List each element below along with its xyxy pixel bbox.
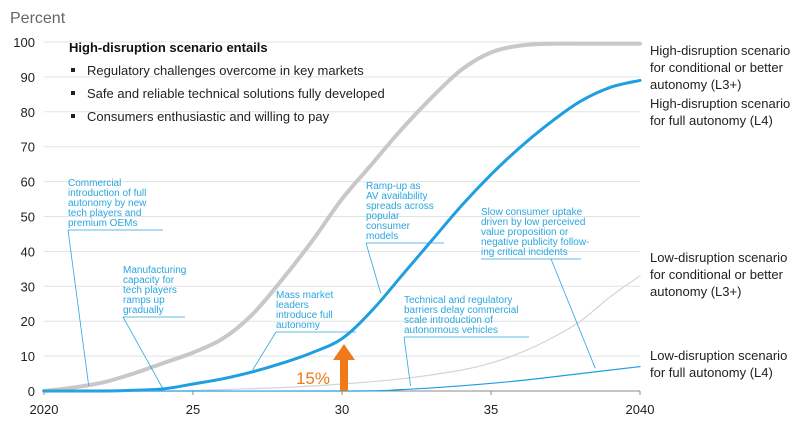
y-axis-label: Percent <box>10 10 66 27</box>
y-tick-label: 0 <box>28 384 35 399</box>
legend-high-l3: High-disruption scenario for conditional… <box>650 43 794 92</box>
y-tick-label: 50 <box>21 210 35 225</box>
annotation-leader <box>403 336 411 386</box>
x-axis: 2020 25 30 35 2040 <box>30 391 655 417</box>
series-line-low-l4 <box>43 366 641 392</box>
y-tick-label: 100 <box>13 35 35 50</box>
series-line-high-l3 <box>42 41 642 393</box>
y-tick-label: 10 <box>21 349 35 364</box>
annotation-leader <box>252 331 277 371</box>
bullet-marker <box>71 114 75 118</box>
x-tick-label: 30 <box>335 402 349 417</box>
annotation-leader <box>67 229 90 386</box>
y-tick-label: 60 <box>21 175 35 190</box>
bullet-marker <box>71 91 75 95</box>
x-tick-label: 25 <box>186 402 200 417</box>
x-tick-label: 35 <box>484 402 498 417</box>
annotation: Commercial introduction of full autonomy b… <box>68 178 147 229</box>
x-tick-label: 2020 <box>30 402 59 417</box>
x-tick-label: 2040 <box>626 402 655 417</box>
annotations: Commercial introduction of full autonomy b… <box>67 178 596 390</box>
bullet-marker <box>71 68 75 72</box>
scenario-title: High-disruption scenario entails <box>69 40 268 55</box>
annotation: Slow consumer uptake driven by low percei… <box>481 207 589 258</box>
orange-arrow <box>333 344 355 391</box>
annotation: Manufacturing capacity for tech players ram… <box>123 265 186 316</box>
y-tick-label: 30 <box>21 279 35 294</box>
series <box>42 41 642 393</box>
legend-high-l4: High-disruption scenario for full autono… <box>650 96 794 128</box>
scenario-bullet: Regulatory challenges overcome in key ma… <box>87 63 364 78</box>
annotation: Technical and regulatory barriers delay c… <box>404 295 518 336</box>
legend: High-disruption scenario for conditional… <box>650 43 794 380</box>
y-tick-label: 40 <box>21 244 35 259</box>
y-tick-label: 20 <box>21 314 35 329</box>
annotation-leader <box>365 242 382 294</box>
series-line-low-l3 <box>43 275 641 392</box>
highlight: 15% <box>296 344 355 391</box>
y-axis: 0 10 20 30 40 50 60 70 80 90 100 <box>13 35 35 399</box>
y-tick-label: 80 <box>21 105 35 120</box>
y-tick-label: 70 <box>21 140 35 155</box>
highlight-label: 15% <box>296 369 330 388</box>
scenario-box: High-disruption scenario entails Regulat… <box>69 40 385 124</box>
y-tick-label: 90 <box>21 70 35 85</box>
scenario-bullet: Consumers enthusiastic and willing to pa… <box>87 109 330 124</box>
annotation: Ramp-up as AV availability spreads across p… <box>366 181 434 242</box>
series-line-high-l4 <box>42 78 642 393</box>
scenario-bullet: Safe and reliable technical solutions fu… <box>87 86 385 101</box>
legend-low-l3: Low-disruption scenario for conditional … <box>650 250 791 299</box>
legend-low-l4: Low-disruption scenario for full autonom… <box>650 348 791 380</box>
annotation-leader <box>550 258 596 369</box>
annotation-leader <box>122 316 164 390</box>
annotation: Mass market leaders introduce full autonomy <box>276 290 333 331</box>
